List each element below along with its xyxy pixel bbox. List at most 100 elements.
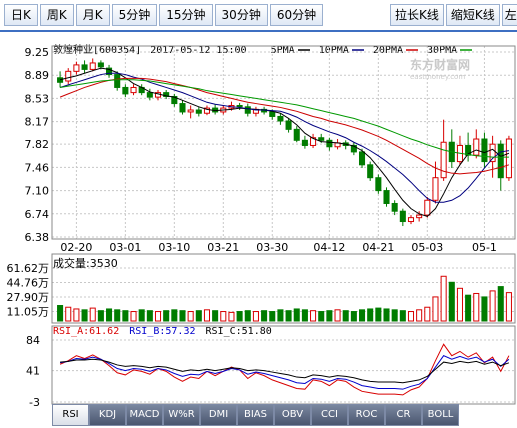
volume-label: 成交量:3530 — [53, 257, 118, 270]
ma5-legend: 5PMA — [270, 45, 310, 56]
stretch-k-button[interactable]: 拉长K线 — [390, 4, 444, 26]
candle-down — [481, 138, 488, 163]
price-tick-label: 7.10 — [25, 185, 50, 198]
volume-bar — [220, 311, 227, 322]
volume-bar — [432, 296, 439, 322]
candle-up — [89, 62, 96, 70]
candle-down — [465, 144, 472, 156]
rsi-b-line — [59, 355, 510, 390]
tab-weekly-k[interactable]: 周K — [39, 4, 74, 26]
rsi-b-value: RSI_B:57.32 — [129, 326, 196, 337]
rsi-tick-label: 41 — [26, 365, 40, 378]
volume-bar — [391, 309, 398, 322]
volume-bar — [179, 310, 186, 322]
volume-bar — [473, 292, 480, 322]
tab-dmi[interactable]: DMI — [200, 404, 237, 426]
candle-up — [310, 137, 317, 146]
volume-bar — [424, 306, 431, 322]
date-tick-label: 05-03 — [411, 241, 443, 254]
candle-down — [179, 103, 186, 113]
stock-name: 敦煌种业[600354] — [53, 45, 142, 56]
ma20-line — [59, 77, 510, 175]
candle-down — [106, 67, 113, 76]
tab-boll[interactable]: BOLL — [422, 404, 459, 426]
tab-bias[interactable]: BIAS — [237, 404, 274, 426]
panel-frame — [51, 253, 516, 324]
candle-down — [171, 95, 178, 105]
volume-bar — [326, 310, 333, 322]
candle-down — [358, 151, 366, 166]
volume-bar — [203, 309, 211, 322]
date-tick-label: 03-01 — [109, 241, 141, 254]
period-tabs: 日K 周K 月K 5分钟 15分钟 30分钟 60分钟 — [4, 4, 325, 26]
rsi-c-line — [60, 358, 510, 384]
date-tick-label: 03-30 — [256, 241, 288, 254]
volume-bar — [334, 309, 341, 322]
volume-bar — [65, 306, 72, 322]
rsi-tick-label: 84 — [26, 334, 40, 347]
volume-bar — [505, 292, 512, 322]
indicator-tabs: RSI KDJ MACD W%R DMI BIAS OBV CCI ROC CR… — [52, 404, 459, 426]
ma10-legend: 10PMA — [318, 45, 364, 56]
candle-down — [383, 190, 390, 204]
volume-bar — [440, 275, 447, 322]
tab-15min[interactable]: 15分钟 — [159, 4, 213, 26]
candle-down — [236, 105, 243, 108]
panel-frame — [51, 325, 516, 405]
volume-bar — [244, 310, 251, 322]
chart-datetime: 2017-05-12 15:00 — [150, 45, 247, 56]
candle-up — [73, 64, 80, 72]
candle-down — [326, 139, 333, 148]
volume-bar — [367, 308, 374, 322]
tab-wr[interactable]: W%R — [163, 404, 200, 426]
candle-down — [375, 177, 382, 192]
candle-up — [407, 217, 415, 223]
volume-bar — [228, 311, 235, 322]
date-tick-label: 03-10 — [158, 241, 190, 254]
price-tick-label: 9.25 — [25, 46, 50, 59]
candle-up — [489, 143, 496, 163]
candle-up — [473, 138, 480, 156]
tab-cr[interactable]: CR — [385, 404, 422, 426]
rsi-tick-label: -3 — [29, 396, 40, 409]
volume-bar — [73, 308, 80, 322]
shrink-k-button[interactable]: 缩短K线 — [445, 4, 500, 26]
tab-roc[interactable]: ROC — [348, 404, 385, 426]
volume-bar — [342, 310, 349, 322]
volume-tick-label: 44.76万 — [7, 277, 50, 290]
rsi-header: RSI_A:61.62 RSI_B:57.32 RSI_C:51.80 — [53, 326, 276, 337]
price-tick-label: 7.82 — [25, 138, 50, 151]
zoom-toolbar: 拉长K线 缩短K线 左移 — [390, 4, 517, 26]
candle-down — [97, 62, 104, 68]
ma20-legend: 20PMA — [372, 45, 418, 56]
candle-down — [195, 109, 202, 114]
volume-bar — [252, 311, 259, 322]
tab-rsi[interactable]: RSI — [52, 404, 89, 426]
tab-macd[interactable]: MACD — [126, 404, 163, 426]
price-tick-label: 8.53 — [25, 92, 50, 105]
tab-kdj[interactable]: KDJ — [89, 404, 126, 426]
ma30-legend: 30PMA — [427, 45, 473, 56]
volume-bar — [146, 310, 153, 322]
move-left-button[interactable]: 左移 — [501, 4, 517, 26]
tab-daily-k[interactable]: 日K — [4, 4, 38, 26]
candle-down — [114, 74, 121, 88]
volume-bar — [130, 311, 137, 322]
volume-bar — [407, 311, 415, 322]
tab-cci[interactable]: CCI — [311, 404, 348, 426]
volume-bar — [301, 309, 308, 322]
candle-up — [130, 86, 137, 94]
tab-obv[interactable]: OBV — [274, 404, 311, 426]
volume-bar — [236, 311, 243, 322]
tab-5min[interactable]: 5分钟 — [111, 4, 158, 26]
volume-bar — [285, 310, 292, 322]
tab-monthly-k[interactable]: 月K — [75, 4, 110, 26]
candle-down — [81, 64, 88, 70]
volume-bar — [171, 309, 178, 322]
tab-30min[interactable]: 30分钟 — [214, 4, 268, 26]
tab-60min[interactable]: 60分钟 — [269, 4, 324, 26]
volume-bar — [489, 290, 496, 322]
volume-bar — [456, 287, 463, 322]
date-tick-label: 03-21 — [207, 241, 239, 254]
volume-bar — [106, 308, 113, 322]
